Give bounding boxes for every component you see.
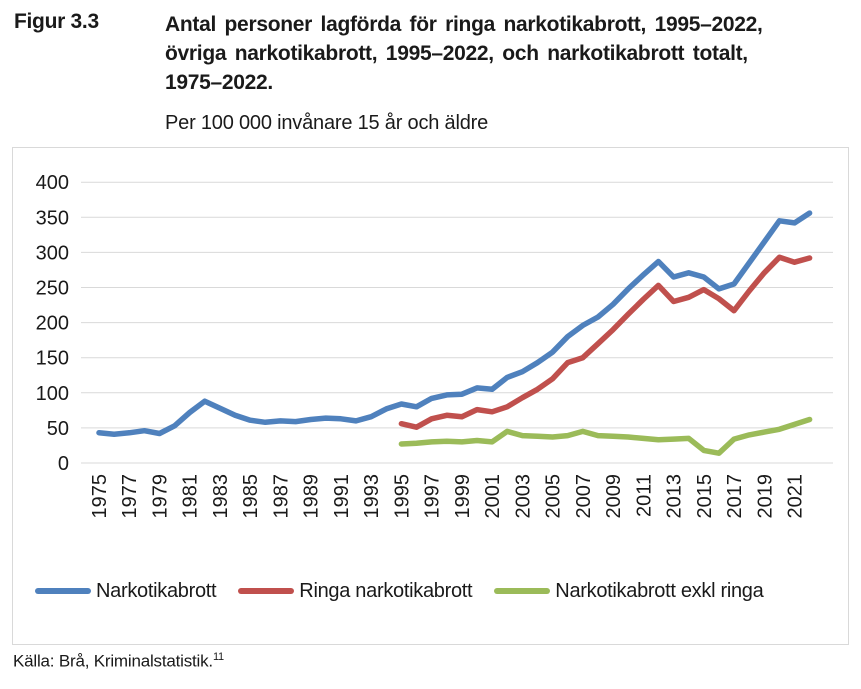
figure-title-line-1: Antal personer lagförda för ringa narkot… <box>165 13 763 36</box>
source-citation: Källa: Brå, Kriminalstatistik.11 <box>13 651 224 672</box>
x-tick-label: 1977 <box>119 474 141 519</box>
x-tick-label: 2015 <box>694 474 716 519</box>
legend-item-narkotikabrott: Narkotikabrott <box>35 579 217 603</box>
chart-area: 0 50 100 150 200 250 300 350 400 1975 1977 1979 1981… <box>12 147 849 645</box>
legend-swatch-blue-icon <box>35 588 91 594</box>
legend-label-narkotikabrott: Narkotikabrott <box>96 579 217 602</box>
source-text: Källa: Brå, Kriminalstatistik. <box>13 651 213 671</box>
x-tick-label: 1999 <box>452 474 474 519</box>
x-tick-label: 2011 <box>633 474 655 517</box>
figure-subtitle: Per 100 000 invånare 15 år och äldre <box>165 112 489 134</box>
x-tick-label: 1975 <box>89 474 111 519</box>
legend-item-ringa-narkotikabrott: Ringa narkotikabrott <box>238 579 473 603</box>
x-tick-label: 1987 <box>270 474 292 519</box>
x-tick-label: 2001 <box>482 474 504 519</box>
y-tick-label: 200 <box>36 313 69 335</box>
y-tick-label: 100 <box>36 383 69 405</box>
x-tick-label: 2009 <box>603 474 625 519</box>
y-tick-label: 350 <box>36 207 69 229</box>
x-tick-label: 1979 <box>149 474 171 519</box>
figure-number: Figur 3.3 <box>14 10 99 33</box>
x-tick-label: 1981 <box>180 474 202 519</box>
x-tick-label: 1983 <box>210 474 232 519</box>
source-footnote-ref: 11 <box>212 651 224 663</box>
y-tick-label: 300 <box>36 242 69 264</box>
x-tick-label: 1993 <box>361 474 383 519</box>
x-tick-label: 1989 <box>301 474 323 519</box>
line-chart-svg: 0 50 100 150 200 250 300 350 400 1975 1977 1979 1981… <box>36 172 833 519</box>
x-tick-label: 2021 <box>785 474 807 519</box>
series-line-narkotikabrott <box>96 210 813 437</box>
y-tick-label: 150 <box>36 348 69 370</box>
x-tick-label: 1995 <box>391 474 413 519</box>
x-tick-label: 2007 <box>573 474 595 519</box>
x-tick-label: 2013 <box>664 474 686 519</box>
figure-title: Antal personer lagförda för ringa narkot… <box>165 10 849 97</box>
chart-legend: Narkotikabrott Ringa narkotikabrott Nark… <box>35 578 764 604</box>
legend-label-narkotikabrott-exkl-ringa: Narkotikabrott exkl ringa <box>555 579 764 602</box>
x-tick-label: 2005 <box>543 474 565 519</box>
y-tick-label: 0 <box>58 453 69 475</box>
legend-swatch-green-icon <box>494 588 551 594</box>
legend-swatch-red-icon <box>238 588 295 594</box>
figure-title-line-2: övriga narkotikabrott, 1995–2022, och na… <box>165 42 748 65</box>
x-tick-label: 2019 <box>754 474 776 519</box>
series-line-ringa-narkotikabrott <box>398 254 813 430</box>
y-tick-label: 250 <box>36 278 69 300</box>
x-tick-label: 1991 <box>331 474 353 519</box>
x-tick-label: 2017 <box>724 474 746 519</box>
x-tick-label: 1997 <box>422 474 444 519</box>
legend-label-ringa-narkotikabrott: Ringa narkotikabrott <box>299 579 473 602</box>
series-line-narkotikabrott-exkl-ringa <box>398 416 813 456</box>
x-tick-label: 2003 <box>512 474 534 519</box>
legend-item-narkotikabrott-exkl-ringa: Narkotikabrott exkl ringa <box>494 579 764 603</box>
y-tick-label: 50 <box>47 418 69 440</box>
figure-title-line-3: 1975–2022. <box>165 71 273 94</box>
x-tick-label: 1985 <box>240 474 262 519</box>
y-tick-label: 400 <box>36 172 69 194</box>
